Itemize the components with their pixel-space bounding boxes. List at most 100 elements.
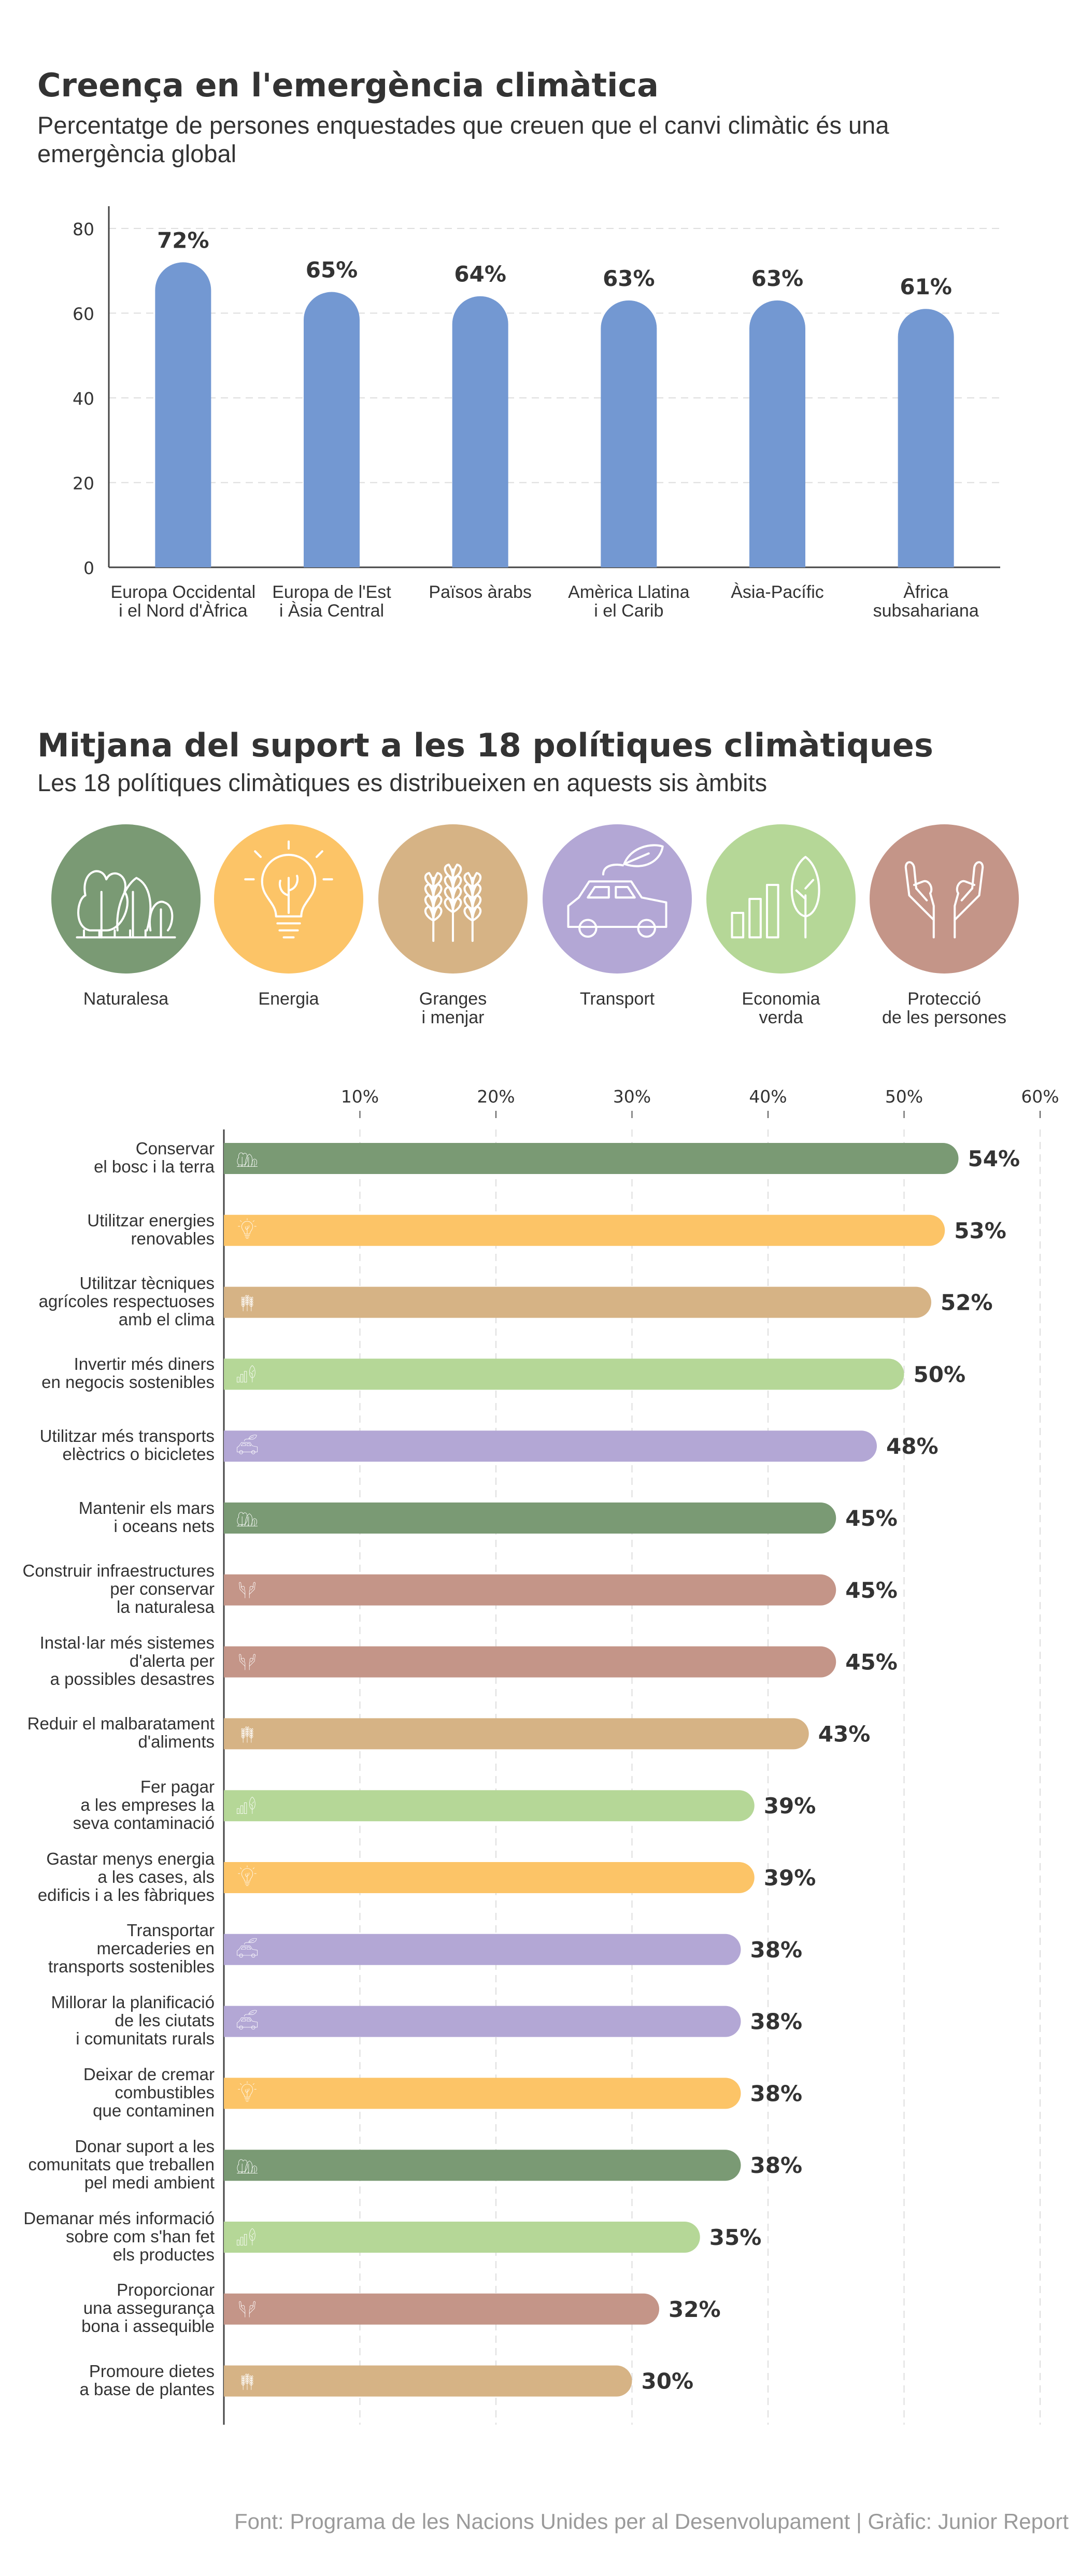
bar-category-label: Conservar el bosc i la terra bbox=[94, 1139, 215, 1176]
x-tick-label: 40% bbox=[749, 1086, 787, 1107]
forest-icon bbox=[236, 1152, 258, 1167]
domain-label: Naturalesa bbox=[83, 989, 169, 1009]
bar bbox=[224, 1718, 809, 1750]
bar bbox=[224, 1934, 741, 1965]
growth-chart-icon bbox=[731, 855, 820, 939]
domain-label: Granges i menjar bbox=[419, 989, 487, 1027]
bar bbox=[304, 292, 360, 567]
growth-chart-icon bbox=[236, 1365, 255, 1383]
chart1-subtitle: Percentatge de persones enquestades que … bbox=[37, 111, 889, 167]
bar-category-label: Deixar de cremar combustibles que contamin… bbox=[83, 2064, 215, 2120]
chart2-subtitle: Les 18 polítiques climàtiques es distrib… bbox=[37, 769, 768, 796]
chart2-title: Mitjana del suport a les 18 polítiques c… bbox=[37, 726, 933, 764]
bar-value-label: 38% bbox=[750, 2081, 803, 2106]
bar-category-label: Utilitzar més transports elèctrics o bici… bbox=[39, 1426, 215, 1464]
y-tick-label: 40 bbox=[73, 389, 94, 409]
bar-value-label: 39% bbox=[764, 1793, 816, 1819]
bar-value-label: 64% bbox=[454, 262, 506, 287]
bar-value-label: 38% bbox=[750, 1937, 803, 1963]
y-tick-label: 0 bbox=[83, 558, 94, 578]
bar-category-label: Construir infraestructures per conservar l… bbox=[22, 1561, 215, 1617]
bar bbox=[224, 2222, 700, 2253]
bar bbox=[898, 309, 954, 567]
forest-icon bbox=[236, 1512, 258, 1526]
lightbulb-icon bbox=[238, 1865, 257, 1886]
domain-circle bbox=[543, 824, 692, 974]
bar-value-label: 52% bbox=[941, 1290, 993, 1315]
bar bbox=[224, 1790, 755, 1822]
bar-value-label: 65% bbox=[306, 257, 358, 283]
bar bbox=[224, 1358, 904, 1390]
lightbulb-icon bbox=[244, 840, 333, 939]
x-category-label: Amèrica Llatina i el Carib bbox=[568, 582, 690, 621]
bar-category-label: Reduir el malbaratament d'aliments bbox=[27, 1714, 215, 1752]
bar bbox=[224, 1502, 836, 1534]
chart2-svg: 10% 20% 30% 40% 50% 60% 54% 53% 52% 50% 48% 45% 45% 4… bbox=[223, 1086, 1059, 2425]
y-tick-label: 20 bbox=[73, 473, 94, 493]
bar-value-label: 43% bbox=[818, 1721, 871, 1747]
bar-value-label: 54% bbox=[968, 1146, 1020, 1171]
y-tick-label: 80 bbox=[73, 219, 94, 239]
bar bbox=[224, 2006, 741, 2037]
bar bbox=[224, 1286, 931, 1318]
chart1-svg: 0 20 40 60 80 72% 65% 64% 63% 63% 61% bbox=[73, 206, 1000, 578]
bar-value-label: 72% bbox=[157, 227, 209, 253]
x-tick-label: 30% bbox=[613, 1086, 651, 1107]
bar-category-label: Transportar mercaderies en transports sost… bbox=[48, 1921, 215, 1977]
bar bbox=[224, 2293, 659, 2325]
growth-chart-icon bbox=[236, 2228, 255, 2245]
bar-category-label: Donar suport a les comunitats que treball… bbox=[28, 2136, 215, 2192]
bar-category-label: Instal·lar més sistemes d'alerta per a pos… bbox=[39, 1633, 215, 1689]
y-tick-label: 60 bbox=[73, 304, 94, 324]
lightbulb-icon bbox=[238, 1218, 257, 1239]
bar-category-label: Utilitzar energies renovables bbox=[87, 1210, 215, 1248]
domain-circle bbox=[706, 824, 856, 974]
bar bbox=[224, 2150, 741, 2181]
bar-value-label: 48% bbox=[886, 1434, 939, 1459]
bar-category-label: Gastar menys energia a les cases, als edif… bbox=[37, 1849, 215, 1905]
x-tick-label: 10% bbox=[341, 1086, 379, 1107]
bar-category-label: Invertir més diners en negocis sostenible… bbox=[41, 1354, 215, 1392]
car-icon bbox=[236, 1435, 258, 1454]
bar bbox=[224, 1862, 755, 1893]
domain-label: Economia verda bbox=[742, 989, 820, 1027]
source-footer: Font: Programa de les Nacions Unides per… bbox=[234, 2509, 1069, 2534]
domain-icons-svg bbox=[51, 824, 1019, 974]
car-icon bbox=[567, 844, 667, 938]
bar bbox=[224, 1214, 945, 1246]
wheat-icon bbox=[424, 863, 482, 942]
bar bbox=[224, 1574, 836, 1606]
bar bbox=[224, 1646, 836, 1678]
x-tick-label: 20% bbox=[477, 1086, 515, 1107]
bar-value-label: 63% bbox=[603, 266, 655, 291]
bar-value-label: 45% bbox=[845, 1506, 898, 1531]
domain-label: Transport bbox=[579, 989, 655, 1009]
car-icon bbox=[236, 1938, 258, 1958]
bar bbox=[155, 262, 211, 567]
growth-chart-icon bbox=[236, 1796, 255, 1814]
wheat-icon bbox=[241, 1726, 253, 1743]
x-category-label: Països àrabs bbox=[429, 582, 532, 602]
bar bbox=[224, 1143, 959, 1174]
bar bbox=[601, 300, 657, 567]
domain-circle bbox=[870, 824, 1019, 974]
bar-value-label: 30% bbox=[642, 2369, 694, 2394]
lightbulb-icon bbox=[238, 2081, 257, 2102]
bar-value-label: 35% bbox=[709, 2225, 762, 2250]
bar bbox=[224, 2078, 741, 2109]
bar-value-label: 45% bbox=[845, 1650, 898, 1675]
bar-category-label: Millorar la planificació de les ciutats i … bbox=[51, 1993, 215, 2049]
x-tick-label: 50% bbox=[885, 1086, 923, 1107]
x-category-label: Europa de l'Est i Àsia Central bbox=[272, 582, 391, 621]
bar-value-label: 38% bbox=[750, 2153, 803, 2178]
bar-category-label: Fer pagar a les empreses la seva contamina… bbox=[73, 1777, 215, 1833]
hands-icon bbox=[239, 1582, 255, 1598]
car-icon bbox=[236, 2010, 258, 2030]
bar-category-label: Promoure dietes a base de plantes bbox=[79, 2361, 215, 2399]
domain-legend: Naturalesa Energia Granges i menjar Transpor… bbox=[0, 824, 1080, 1062]
bar-category-label: Proporcionar una assegurança bona i assequ… bbox=[81, 2280, 215, 2336]
bar-value-label: 32% bbox=[669, 2297, 721, 2322]
hands-icon bbox=[239, 2301, 255, 2317]
bar bbox=[749, 300, 805, 567]
bar bbox=[224, 1430, 877, 1462]
